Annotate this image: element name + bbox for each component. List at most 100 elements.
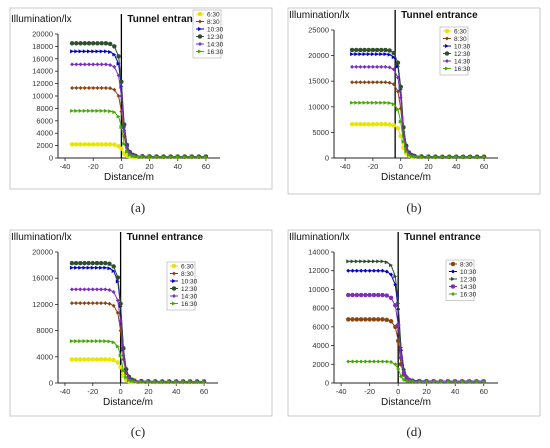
- data-point: [112, 110, 117, 115]
- data-point: [358, 100, 363, 105]
- data-point: [387, 80, 392, 85]
- data-point: [70, 49, 75, 54]
- series-1630: [69, 339, 207, 384]
- data-point: [82, 260, 87, 266]
- y-tick-label: 0: [49, 379, 53, 388]
- data-point: [379, 100, 384, 105]
- series-line: [352, 81, 485, 158]
- legend-swatch-marker: [171, 286, 177, 291]
- data-point: [375, 292, 381, 298]
- data-point: [419, 154, 424, 159]
- data-point: [95, 142, 100, 147]
- data-point: [349, 47, 355, 53]
- x-tick-label: -40: [336, 387, 347, 396]
- legend-swatch-marker: [450, 261, 456, 267]
- tunnel-entrance-label: Tunnel entrance: [127, 14, 204, 25]
- data-point: [91, 62, 96, 67]
- panel-frame: [287, 7, 541, 195]
- data-point: [111, 268, 116, 273]
- data-point: [111, 289, 116, 294]
- data-point: [74, 339, 79, 344]
- data-point: [74, 287, 79, 292]
- data-point: [350, 100, 355, 105]
- series-line: [71, 358, 205, 383]
- y-tick-label: 15000: [308, 77, 329, 86]
- data-point: [383, 47, 388, 53]
- data-point: [122, 141, 127, 146]
- data-point: [431, 379, 436, 384]
- data-point: [202, 379, 207, 384]
- data-point: [346, 259, 351, 264]
- x-tick-label: 60: [480, 387, 488, 396]
- legend-label: 10:30: [454, 43, 471, 50]
- data-point: [86, 260, 91, 266]
- data-point: [389, 263, 394, 268]
- y-axis-title: Illumination/lx: [289, 10, 350, 21]
- series-line: [348, 294, 484, 382]
- data-point: [115, 360, 121, 365]
- legend-box: [192, 9, 222, 59]
- data-point: [74, 142, 79, 147]
- data-point: [460, 379, 465, 384]
- data-point: [367, 317, 372, 322]
- data-point: [90, 339, 95, 344]
- data-point: [401, 370, 407, 375]
- data-point: [358, 317, 364, 322]
- x-tick-label: -20: [364, 387, 375, 396]
- data-point: [103, 287, 108, 292]
- panel-d: 0 2000 4000 6000 8000 10000 12000 14000 -40 -20 0 2…: [287, 229, 541, 439]
- x-tick-label: -20: [87, 387, 98, 396]
- data-point: [140, 154, 145, 159]
- y-tick-label: 10000: [308, 102, 329, 111]
- data-point: [380, 292, 385, 298]
- y-tick-label: 16000: [32, 274, 53, 283]
- data-point: [154, 154, 159, 159]
- data-point: [375, 64, 380, 69]
- data-point: [125, 149, 130, 154]
- y-tick-label: 14000: [32, 67, 53, 76]
- data-point: [116, 61, 121, 66]
- legend-label: 14:30: [460, 284, 477, 291]
- data-point: [383, 64, 388, 69]
- legend-swatch-marker: [445, 36, 449, 41]
- data-point: [127, 152, 132, 157]
- data-point: [375, 100, 380, 105]
- data-point: [168, 154, 173, 159]
- data-point: [69, 287, 74, 292]
- data-point: [108, 86, 113, 91]
- data-point: [346, 359, 351, 364]
- x-tick-label: -40: [340, 162, 351, 171]
- data-point: [362, 64, 367, 69]
- x-axis-title: Distance/m: [104, 172, 154, 183]
- data-point: [74, 41, 79, 46]
- data-point: [132, 379, 137, 384]
- data-point: [482, 155, 487, 160]
- y-tick-label: 20000: [32, 30, 53, 39]
- data-point: [111, 357, 116, 363]
- data-point: [384, 317, 390, 323]
- data-point: [474, 379, 479, 384]
- y-tick-label: 2000: [312, 360, 329, 369]
- y-tick-label: 20000: [32, 248, 53, 257]
- data-point: [417, 379, 422, 384]
- data-point: [94, 357, 100, 362]
- data-point: [354, 64, 359, 69]
- y-tick-label: 8000: [36, 326, 53, 335]
- data-point: [404, 378, 409, 383]
- data-point: [388, 295, 394, 301]
- legend-swatch-marker: [444, 51, 450, 56]
- data-point: [358, 121, 363, 127]
- data-point: [78, 265, 83, 270]
- legend-swatch-marker: [445, 59, 449, 63]
- data-point: [108, 49, 113, 54]
- legend-swatch-marker: [198, 49, 202, 54]
- data-point: [98, 357, 104, 362]
- legend-label: 12:30: [460, 276, 477, 283]
- data-point: [358, 47, 363, 53]
- data-point: [86, 41, 92, 46]
- data-point: [370, 52, 375, 57]
- data-point: [90, 287, 95, 292]
- legend-swatch-marker: [197, 11, 203, 17]
- data-point: [95, 108, 100, 113]
- data-point: [112, 142, 117, 147]
